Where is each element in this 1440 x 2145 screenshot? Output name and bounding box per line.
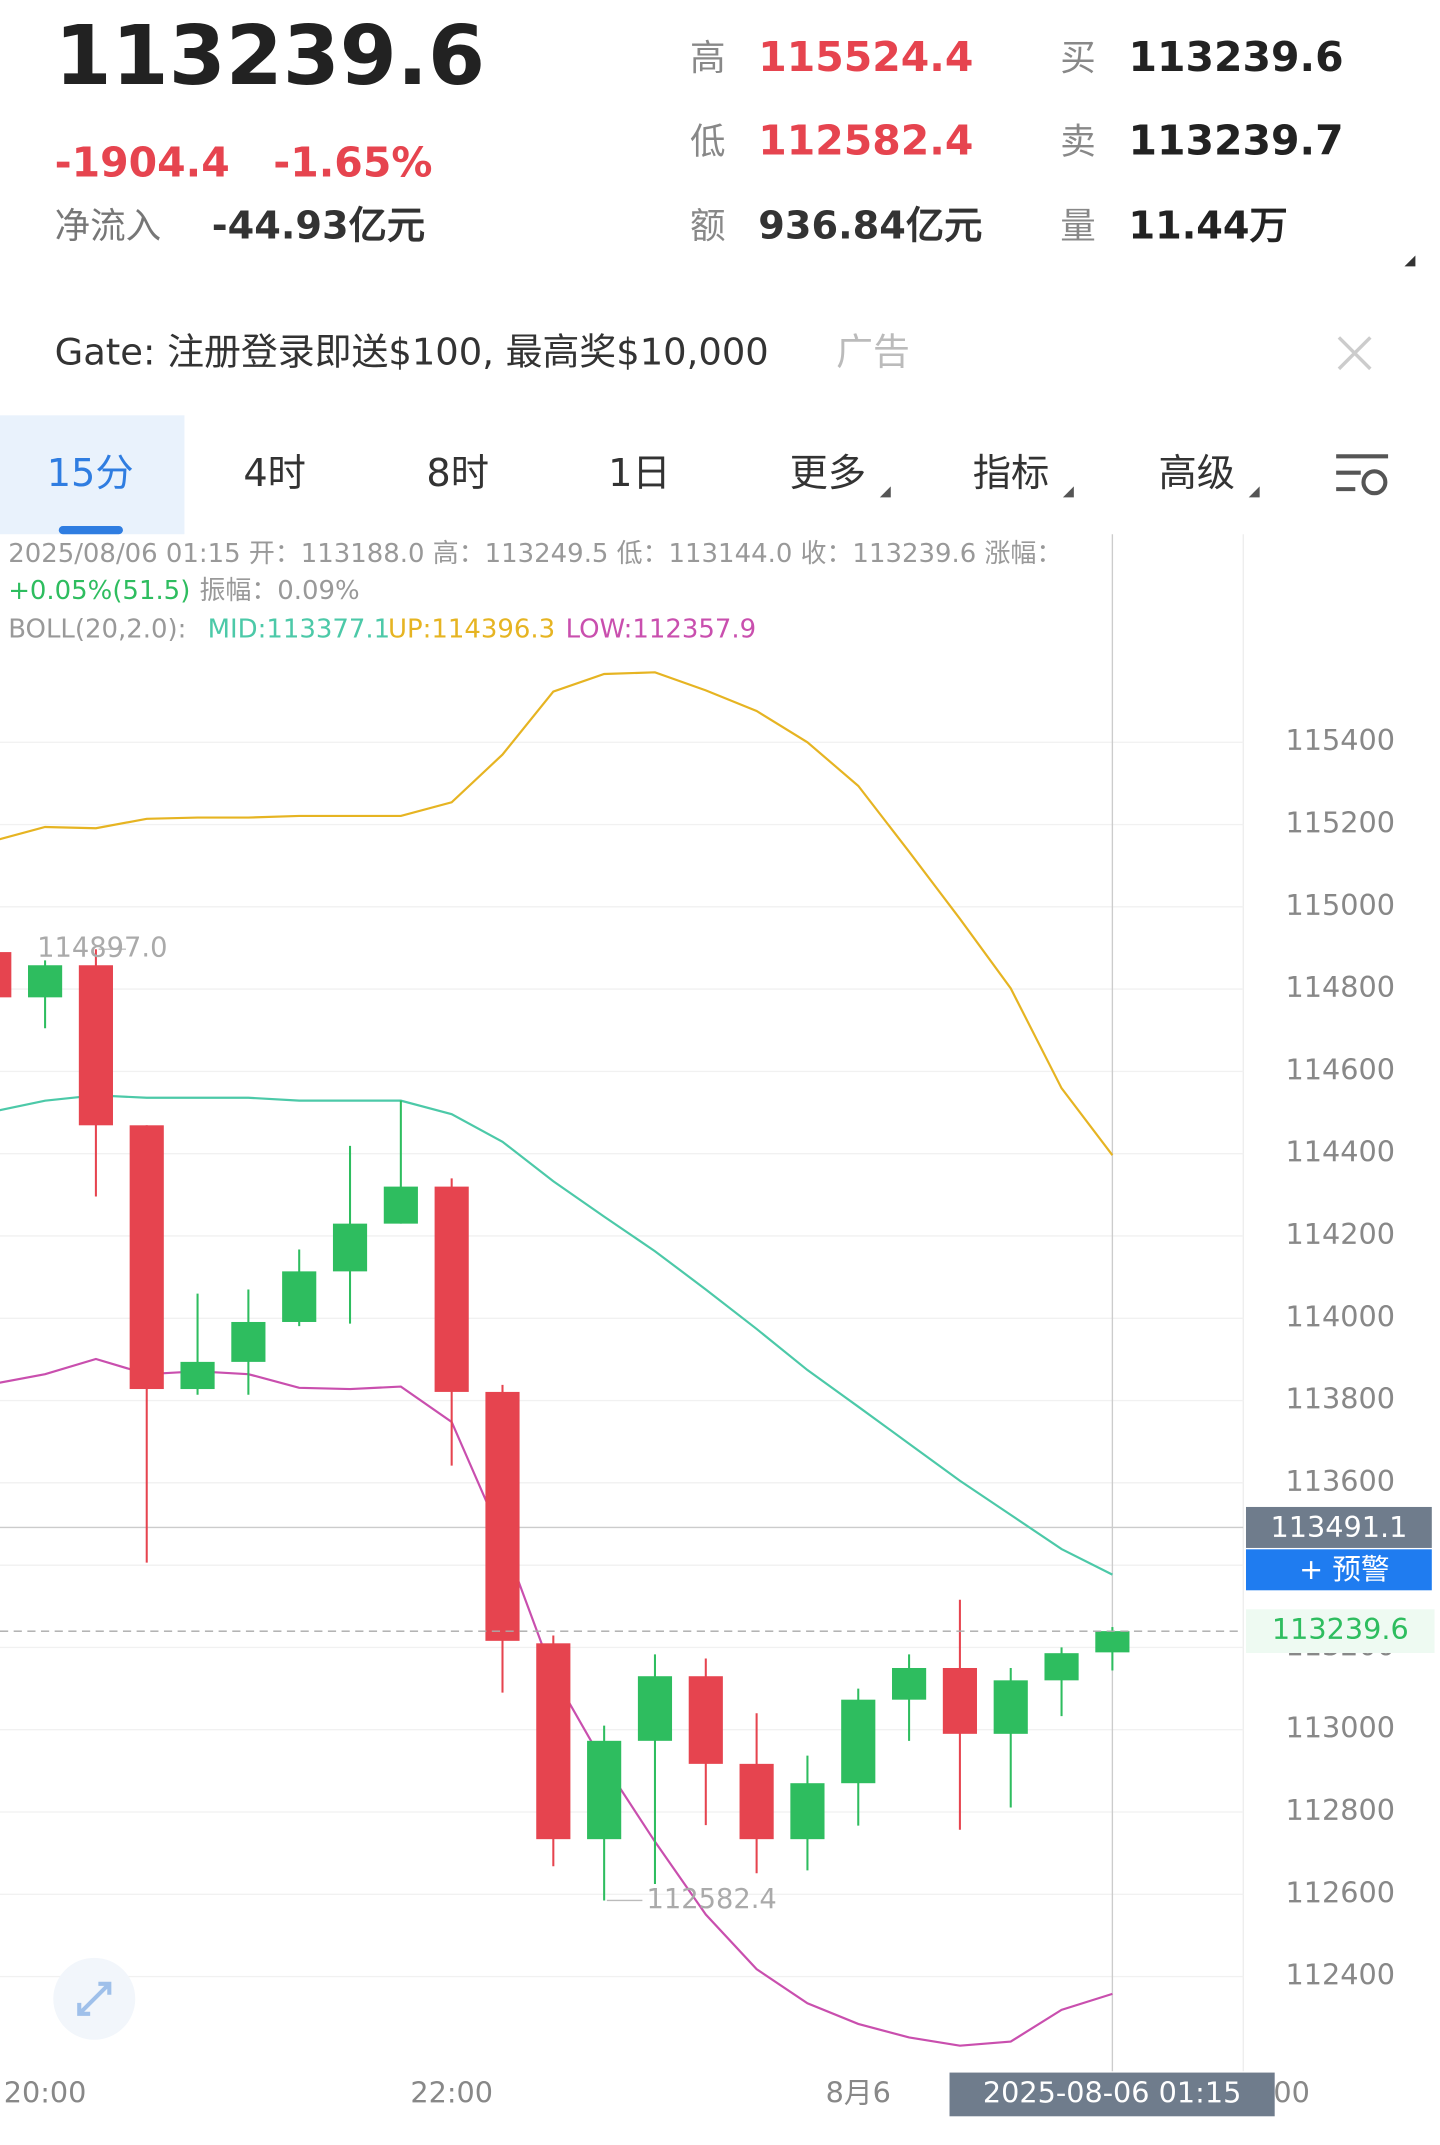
boll-label: BOLL(20,2.0): [8, 614, 186, 644]
ask: 113239.7 [1129, 116, 1344, 164]
y-tick-label: 113600 [1286, 1464, 1396, 1498]
info-amplitude: 振幅：0.09% [199, 576, 359, 606]
y-tick-label: 112600 [1286, 1875, 1396, 1909]
y-tick-label: 114600 [1286, 1052, 1396, 1086]
candle-body [282, 1271, 317, 1322]
min-label: 112582.4 [646, 1884, 776, 1915]
candle-body [0, 952, 12, 998]
candle-body [993, 1680, 1028, 1734]
candle-body [1044, 1653, 1079, 1681]
ad-tag: 广告 [836, 330, 910, 373]
last-price: 113239.6 [55, 9, 485, 104]
tab[interactable]: 8时 [426, 451, 489, 496]
tab-selected-bg [0, 415, 185, 535]
change-pct: -1.65% [273, 138, 432, 186]
crosshair-value: 113491.1 [1270, 1510, 1407, 1544]
ad-text[interactable]: Gate: 注册登录即送$100, 最高奖$10,000 [55, 330, 769, 373]
candle-body [587, 1740, 622, 1840]
candle-body [892, 1667, 927, 1700]
max-label: 114897.0 [37, 933, 167, 964]
last-price-box [1245, 1609, 1435, 1653]
tab[interactable]: 更多 [790, 451, 867, 496]
crosshair-time-box [949, 2072, 1275, 2117]
candle-body [434, 1186, 469, 1392]
volume: 11.44万 [1129, 204, 1288, 249]
candle-body [688, 1676, 723, 1764]
candle-body [383, 1186, 418, 1224]
amount-label: 额 [690, 206, 726, 247]
boll-up: UP:114396.3 [388, 614, 555, 644]
alert-button-label[interactable]: + 预警 [1299, 1552, 1390, 1586]
last-price-label: 113239.6 [1272, 1612, 1409, 1646]
candle-body [536, 1643, 571, 1840]
y-tick-label: 113800 [1286, 1382, 1396, 1416]
x-tick-label: 22:00 [410, 2075, 493, 2109]
tab[interactable]: 高级 [1159, 451, 1236, 496]
candle-body [942, 1667, 977, 1734]
candle-body [332, 1223, 368, 1272]
net-inflow-label: 净流入 [55, 206, 162, 247]
amount: 936.84亿元 [758, 204, 982, 249]
ad-close[interactable] [1337, 336, 1372, 371]
tab[interactable]: 1日 [608, 451, 671, 496]
y-tick-label: 114000 [1286, 1299, 1396, 1333]
candle-body [28, 965, 63, 998]
tab-indicator [58, 526, 123, 535]
ohlc-info: 2025/08/06 01:15 开：113188.0 高：113249.5 低… [8, 539, 1062, 569]
net-inflow: -44.93亿元 [212, 204, 425, 249]
y-tick-label: 115200 [1286, 806, 1396, 840]
x-tick-label: 20:00 [4, 2075, 87, 2109]
candle-body [637, 1676, 673, 1741]
y-tick-label: 115400 [1286, 723, 1396, 757]
tab[interactable]: 15分 [47, 451, 134, 496]
candle-body [78, 965, 113, 1126]
high-label: 高 [690, 38, 726, 79]
candle-body [1095, 1631, 1130, 1653]
y-tick-label: 112400 [1286, 1958, 1396, 1992]
candle-body [129, 1125, 164, 1390]
y-tick-label: 115000 [1286, 888, 1396, 922]
boll-line [0, 671, 1114, 1156]
bid-label: 买 [1060, 38, 1096, 79]
y-tick-label: 114800 [1286, 970, 1396, 1004]
candle-body [841, 1699, 876, 1784]
y-tick-label: 114200 [1286, 1217, 1396, 1251]
dropdown-arrows [879, 486, 1260, 498]
plot: 1124001126001128001130001132001134001136… [0, 534, 1435, 2117]
expand-triangle[interactable] [1404, 255, 1416, 267]
crosshair-time: 2025-08-06 01:15 [983, 2075, 1242, 2109]
change: -1904.4 [55, 138, 230, 186]
ask-label: 卖 [1060, 121, 1096, 162]
settings-icon[interactable] [1336, 454, 1389, 496]
low-label: 低 [690, 121, 726, 162]
y-tick-label: 114400 [1286, 1135, 1396, 1169]
candle-body [231, 1321, 266, 1362]
bid: 113239.6 [1129, 33, 1344, 81]
boll-mid: MID:113377.1 [208, 614, 390, 644]
low: 112582.4 [758, 116, 973, 164]
candle-body [180, 1361, 215, 1390]
candle-body [739, 1763, 774, 1840]
alert-button[interactable] [1245, 1549, 1432, 1591]
tab[interactable]: 指标 [973, 451, 1050, 496]
boll-line [0, 1094, 1113, 1576]
crosshair-value-box [1245, 1506, 1432, 1548]
candle-body [790, 1783, 825, 1840]
y-tick-label: 113000 [1286, 1711, 1396, 1745]
zoom-button[interactable] [53, 1957, 136, 2040]
candle-body [485, 1391, 520, 1641]
y-tick-label: 112800 [1286, 1793, 1396, 1827]
volume-label: 量 [1060, 206, 1096, 247]
info-change: +0.05%(51.5) [8, 576, 190, 606]
boll-low: LOW:112357.9 [566, 614, 757, 644]
tab[interactable]: 4时 [243, 451, 306, 496]
x-tick-label: 00 [1273, 2075, 1310, 2109]
x-tick-label: 8月6 [826, 2075, 891, 2109]
high: 115524.4 [758, 33, 973, 81]
